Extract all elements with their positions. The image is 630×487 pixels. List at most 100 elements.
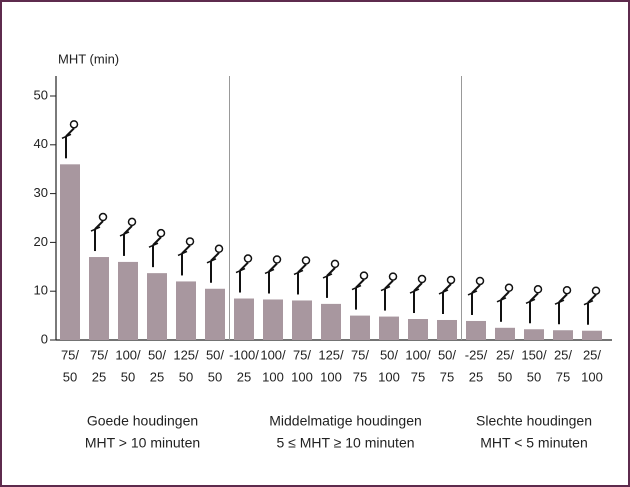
posture-icon [69, 120, 79, 129]
x-tick-label: 75/ [90, 347, 108, 362]
y-tick-label: 10 [34, 283, 48, 298]
x-tick-label: 100 [291, 369, 313, 384]
bar [466, 320, 486, 340]
posture-icon [496, 297, 507, 303]
posture-icon [533, 285, 543, 294]
x-tick-label: 100 [320, 369, 342, 384]
x-tick-label: 50 [179, 369, 193, 384]
posture-icon [206, 258, 217, 264]
x-tick-label: 100 [581, 369, 603, 384]
posture-icon [214, 244, 224, 254]
posture-icon [355, 278, 365, 289]
bar [524, 329, 544, 340]
x-tick-label: 25 [469, 369, 483, 384]
posture-icon [417, 274, 427, 284]
x-tick-label: -25/ [465, 347, 488, 362]
bar [321, 303, 341, 340]
x-tick-label: 25 [92, 369, 106, 384]
x-tick-label: 75 [556, 369, 570, 384]
posture-icon [475, 276, 485, 286]
bar [495, 327, 515, 340]
posture-icon [388, 272, 398, 281]
posture-icon [268, 262, 278, 273]
posture-icon [297, 263, 307, 274]
bar [408, 319, 428, 340]
posture-icon [127, 217, 137, 227]
x-tick-label: 125/ [173, 347, 199, 362]
x-tick-label: 25 [150, 369, 164, 384]
posture-icon [272, 255, 282, 264]
x-tick-label: 50/ [438, 347, 456, 362]
x-tick-label: 50 [121, 369, 135, 384]
x-tick-label: 50/ [206, 347, 224, 362]
x-tick-label: 50 [527, 369, 541, 384]
x-tick-label: 100 [378, 369, 400, 384]
posture-icon [384, 279, 394, 290]
group-label: MHT < 5 minuten [480, 435, 588, 451]
x-tick-label: 150/ [521, 347, 547, 362]
posture-icon [438, 289, 449, 295]
posture-icon [98, 212, 108, 222]
x-tick-label: 75/ [351, 347, 369, 362]
x-tick-label: 25/ [583, 347, 601, 362]
posture-icon [243, 254, 253, 263]
posture-icon [301, 256, 311, 265]
bar [147, 273, 167, 340]
posture-icon [239, 261, 249, 272]
posture-icon [148, 242, 159, 248]
posture-icon [61, 133, 72, 140]
x-tick-label: 100/ [115, 347, 141, 362]
posture-icon [409, 288, 420, 294]
x-tick-label: 100/ [405, 347, 431, 362]
posture-icon [152, 236, 162, 246]
posture-icon [591, 286, 601, 295]
bar [263, 299, 283, 340]
bar [118, 261, 138, 340]
posture-icon [471, 284, 481, 294]
x-tick-label: 100/ [260, 347, 286, 362]
x-tick-label: 75 [440, 369, 454, 384]
posture-icon [181, 244, 191, 255]
posture-icon [467, 290, 478, 296]
x-tick-label: 125/ [318, 347, 344, 362]
bar [205, 288, 225, 340]
posture-icon [359, 271, 369, 280]
x-tick-label: 100 [262, 369, 284, 384]
group-label: 5 ≤ MHT ≥ 10 minuten [276, 435, 414, 451]
posture-icon [326, 267, 336, 277]
bar [379, 316, 399, 340]
y-tick-label: 0 [41, 331, 48, 346]
posture-icon [380, 285, 391, 292]
x-tick-label: 75 [411, 369, 425, 384]
posture-icon [351, 284, 362, 291]
posture-icon [413, 282, 423, 292]
x-tick-label: 25/ [496, 347, 514, 362]
bar [437, 319, 457, 340]
posture-icon [210, 252, 220, 262]
x-tick-label: 75/ [293, 347, 311, 362]
group-label: Middelmatige houdingen [269, 413, 422, 429]
bar [60, 164, 80, 340]
group-label: Slechte houdingen [476, 413, 592, 429]
posture-icon [185, 237, 195, 246]
posture-icon [235, 267, 246, 274]
posture-icon [504, 283, 514, 293]
posture-icon [554, 299, 565, 305]
posture-icon [558, 293, 568, 303]
y-tick-label: 40 [34, 136, 48, 151]
x-tick-label: 75 [353, 369, 367, 384]
y-tick-label: 50 [34, 87, 48, 102]
posture-icon [446, 275, 456, 285]
posture-icon [330, 259, 340, 269]
y-axis-label: MHT (min) [58, 51, 119, 66]
bar [553, 330, 573, 340]
posture-icon [587, 294, 597, 304]
x-tick-label: 25/ [554, 347, 572, 362]
group-label: MHT > 10 minuten [85, 435, 200, 451]
group-label: Goede houdingen [87, 413, 198, 429]
y-tick-label: 20 [34, 234, 48, 249]
posture-icon [500, 291, 510, 301]
